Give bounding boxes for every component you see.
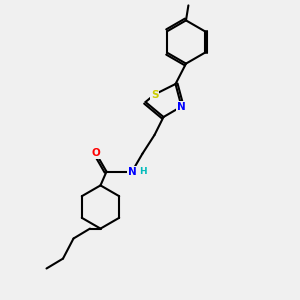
Text: S: S [151,89,158,100]
Text: N: N [128,167,136,177]
Text: N: N [177,101,186,112]
Text: H: H [140,167,147,176]
Text: O: O [92,148,100,158]
